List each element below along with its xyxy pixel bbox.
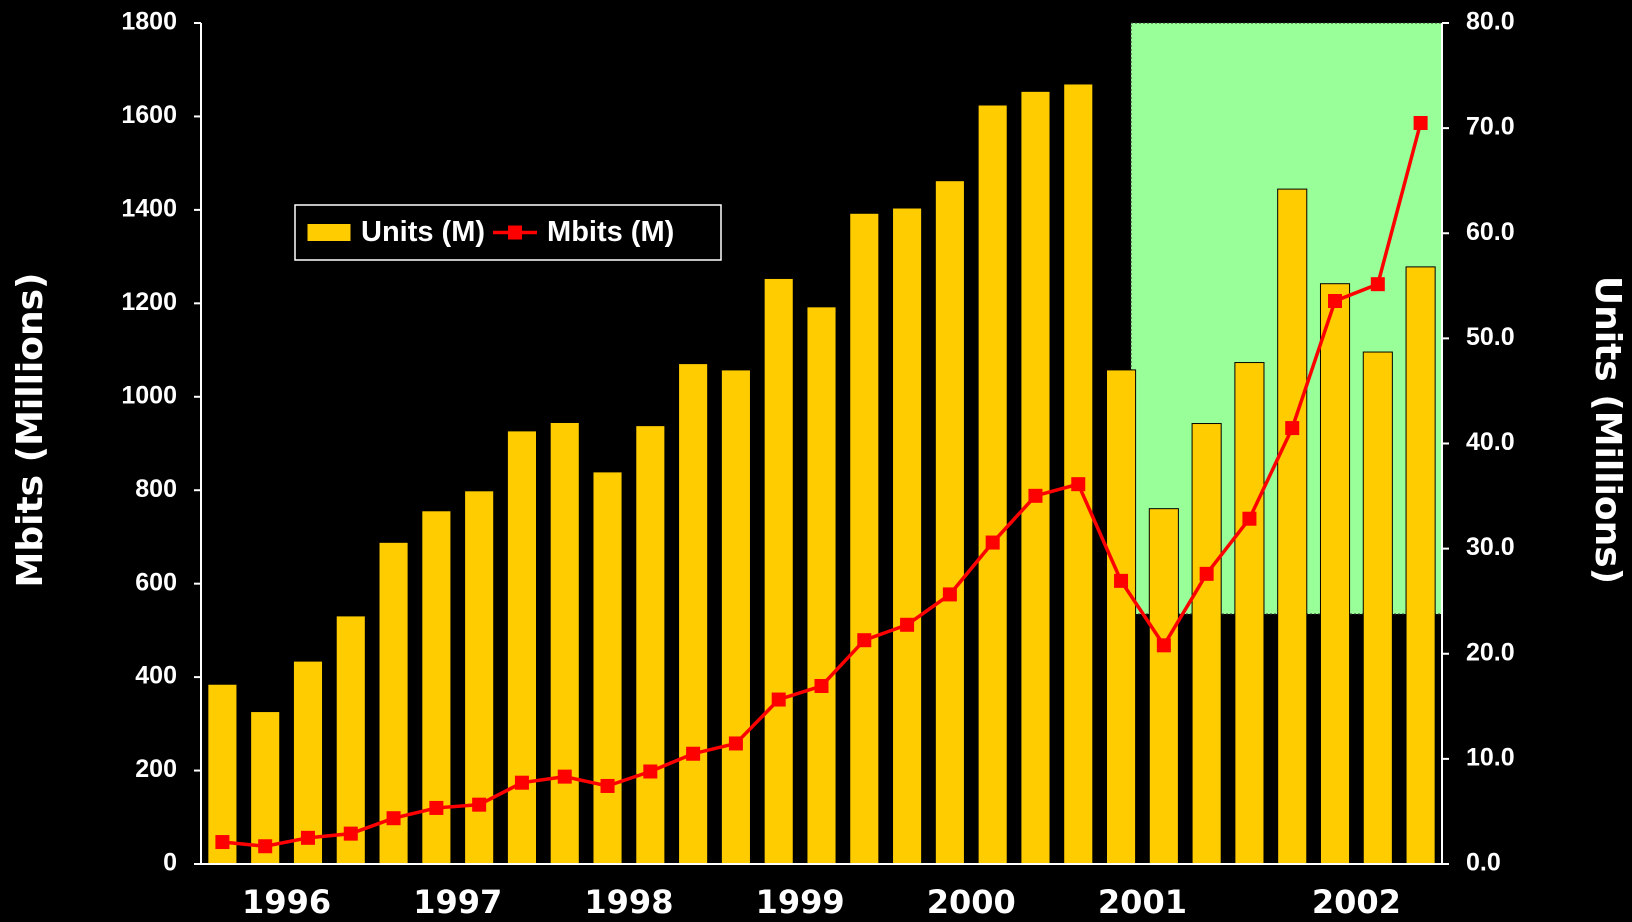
legend-marker [508,225,523,240]
line-marker [686,746,701,761]
bar [1277,188,1308,865]
bar [378,541,409,865]
y2-tick-label: 20.0 [1466,638,1515,666]
bar [1191,423,1222,865]
line-marker [942,587,957,602]
x-tick-label: 1998 [584,883,673,921]
bar [635,425,666,865]
line-marker [343,826,358,841]
y2-tick-label: 30.0 [1466,533,1515,561]
bar [1063,83,1094,865]
line-marker [1199,566,1214,581]
bar [892,207,923,865]
line-marker [215,835,230,850]
y-tick-label: 600 [135,568,177,596]
line-marker [1328,293,1343,308]
y-tick-label: 1800 [121,8,177,36]
bar [720,369,751,865]
bar [1362,351,1393,865]
x-tick-label: 1996 [242,883,331,921]
bar [592,471,623,865]
legend-label: Units (M) [361,216,485,248]
y-tick-label: 800 [135,475,177,503]
line-marker [1156,638,1171,653]
y2-tick-label: 50.0 [1466,323,1515,351]
y2-tick-label: 80.0 [1466,8,1515,36]
line-marker [1071,477,1086,492]
line-marker [771,692,786,707]
y2-tick-label: 60.0 [1466,218,1515,246]
bar [1020,90,1051,865]
y-tick-label: 1000 [121,381,177,409]
bar [1106,369,1137,865]
y2-tick-label: 40.0 [1466,428,1515,456]
y-tick-label: 200 [135,755,177,783]
line-marker [386,811,401,826]
y2-axis-title: Units (Millions) [1587,276,1628,584]
bar [934,180,965,865]
y-tick-label: 1600 [121,101,177,129]
line-marker [300,830,315,845]
line-marker [985,535,1000,550]
bar [335,615,366,865]
bar [763,277,794,865]
legend-label: Mbits (M) [547,216,674,248]
line-marker [857,633,872,648]
bar [1234,362,1265,865]
bar [1319,283,1351,865]
y-tick-label: 1400 [121,194,177,222]
y-axis-title: Mbits (Millions) [10,273,51,588]
bar [1405,266,1436,865]
bar [678,363,709,865]
line-marker [1413,115,1428,130]
bar [1148,508,1179,865]
bar [806,306,837,865]
x-tick-label: 1999 [756,883,845,921]
line-marker [814,678,829,693]
line-marker [900,617,915,632]
x-tick-label: 2000 [927,883,1016,921]
line-marker [429,800,444,815]
x-tick-label: 2002 [1312,883,1401,921]
y2-tick-label: 0.0 [1466,849,1501,877]
y2-tick-label: 70.0 [1466,113,1515,141]
line-marker [1028,488,1043,503]
y-tick-label: 400 [135,662,177,690]
line-marker [643,764,658,779]
plot [207,83,1436,865]
line-marker [557,769,572,784]
line-marker [1114,573,1129,588]
y2-tick-label: 10.0 [1466,743,1515,771]
bar [506,430,537,865]
line-marker [1242,511,1257,526]
line-marker [514,775,529,790]
line-marker [1370,277,1385,292]
y-tick-label: 0 [163,849,177,877]
bar [977,104,1008,865]
line-marker [600,778,615,793]
bar [549,421,580,865]
line-marker [258,839,273,854]
line-marker [472,797,487,812]
bar [207,683,238,865]
bar [849,212,880,865]
line-marker [728,736,743,751]
x-tick-label: 2001 [1098,883,1187,921]
legend-swatch [306,223,352,242]
y-tick-label: 1200 [121,288,177,316]
bar [250,711,281,865]
line-marker [1285,421,1300,436]
x-tick-label: 1997 [413,883,502,921]
